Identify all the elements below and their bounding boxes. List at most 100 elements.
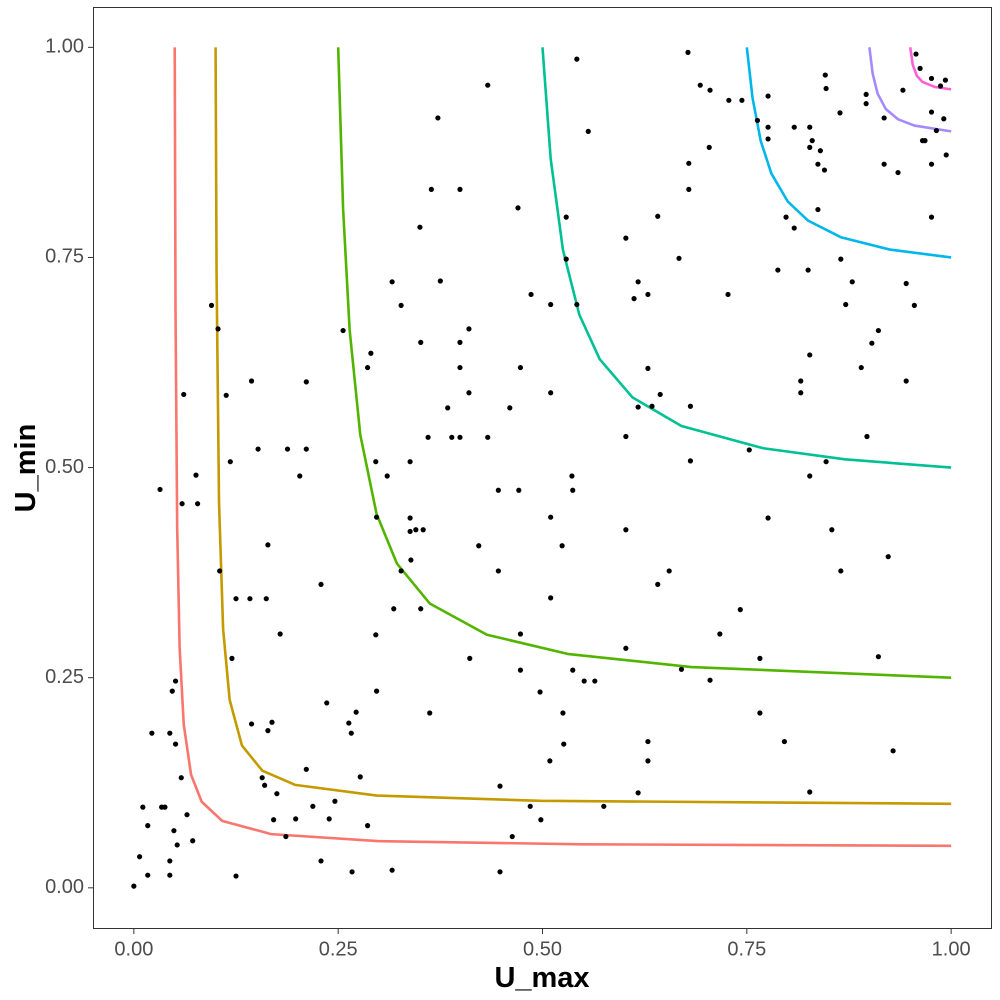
point xyxy=(283,833,289,840)
point xyxy=(247,596,253,602)
point xyxy=(757,655,763,661)
point xyxy=(384,473,390,479)
point xyxy=(881,115,887,121)
curve xyxy=(745,47,952,259)
point xyxy=(943,152,949,158)
point xyxy=(445,405,451,411)
point xyxy=(178,775,184,781)
point xyxy=(838,568,844,574)
point xyxy=(332,798,338,804)
point xyxy=(581,678,587,684)
point xyxy=(324,700,330,706)
point xyxy=(391,606,397,612)
point xyxy=(223,392,229,398)
point xyxy=(408,557,414,563)
y-tick-label: 0.25 xyxy=(45,666,84,688)
point xyxy=(783,214,789,220)
point xyxy=(507,405,513,411)
point xyxy=(373,459,379,465)
plot-panel xyxy=(93,7,992,929)
point xyxy=(928,161,935,167)
point xyxy=(149,730,155,736)
point xyxy=(623,433,629,440)
point xyxy=(900,87,906,93)
point xyxy=(697,82,703,88)
point xyxy=(413,527,419,533)
point xyxy=(340,327,346,334)
point xyxy=(798,378,804,384)
point xyxy=(791,124,797,130)
point xyxy=(233,596,239,602)
point xyxy=(676,255,682,261)
point xyxy=(174,842,180,848)
point xyxy=(457,364,463,371)
point xyxy=(262,782,268,788)
point xyxy=(428,186,434,192)
point xyxy=(265,728,271,734)
point xyxy=(467,655,473,661)
point xyxy=(509,833,515,840)
point xyxy=(807,144,813,150)
point xyxy=(373,688,380,694)
point xyxy=(172,741,179,747)
point xyxy=(418,339,424,345)
point xyxy=(548,595,554,601)
point xyxy=(631,296,637,302)
point xyxy=(561,741,567,747)
x-tick-label: 0.00 xyxy=(114,938,153,960)
point xyxy=(215,326,221,332)
point xyxy=(517,364,524,371)
point xyxy=(754,117,761,124)
point xyxy=(417,224,423,230)
point xyxy=(435,115,441,121)
point xyxy=(190,838,196,844)
point xyxy=(466,390,472,396)
point xyxy=(686,160,692,166)
point xyxy=(528,291,534,298)
point xyxy=(635,404,641,410)
point xyxy=(517,631,524,637)
point xyxy=(655,581,661,588)
point xyxy=(318,581,324,588)
point xyxy=(303,766,309,772)
point xyxy=(687,458,694,464)
point xyxy=(585,128,591,134)
point xyxy=(303,446,309,452)
y-tick-label: 0.00 xyxy=(45,876,84,898)
point xyxy=(457,186,463,192)
point xyxy=(515,205,521,211)
point xyxy=(838,256,844,262)
point xyxy=(807,124,813,130)
point xyxy=(167,858,173,864)
point xyxy=(821,167,828,173)
point xyxy=(685,49,691,55)
point xyxy=(928,109,935,115)
curve xyxy=(868,47,952,133)
point xyxy=(527,803,533,809)
y-axis-title: U_min xyxy=(10,424,42,513)
point xyxy=(277,631,283,637)
point xyxy=(274,791,280,797)
point xyxy=(407,459,413,465)
point xyxy=(823,85,829,92)
point xyxy=(563,256,569,262)
point xyxy=(822,72,828,78)
point xyxy=(657,391,663,398)
point xyxy=(271,817,277,823)
point xyxy=(645,291,651,298)
point xyxy=(645,365,651,372)
point xyxy=(389,279,395,285)
point xyxy=(570,667,576,673)
point xyxy=(843,301,849,308)
point xyxy=(136,854,143,860)
point xyxy=(805,267,811,273)
point xyxy=(775,267,781,273)
point xyxy=(265,542,271,548)
point xyxy=(407,528,413,535)
point xyxy=(349,869,355,875)
point xyxy=(427,710,433,716)
point xyxy=(941,116,947,122)
point xyxy=(765,93,771,99)
point xyxy=(368,350,374,356)
point xyxy=(407,515,413,521)
